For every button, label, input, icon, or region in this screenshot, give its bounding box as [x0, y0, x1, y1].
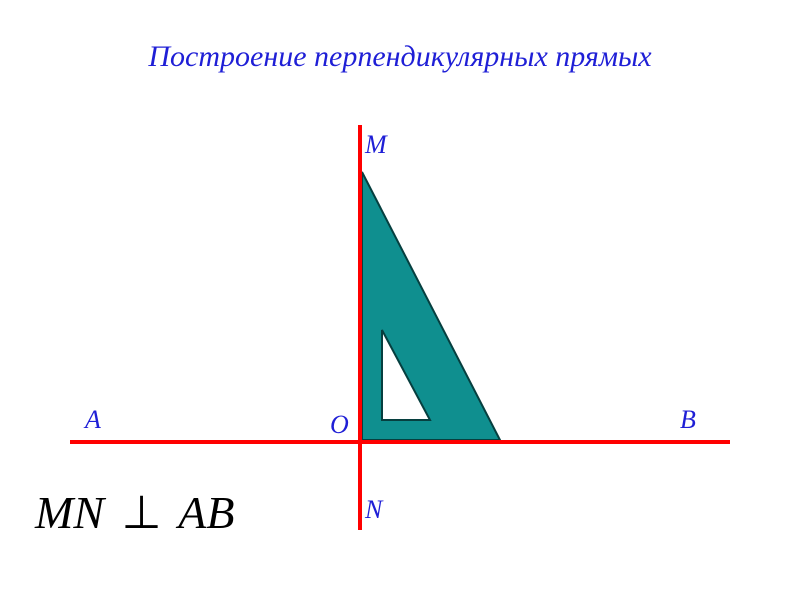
- formula-perpendicular: MN ⊥ AB: [35, 485, 234, 539]
- label-M: M: [365, 130, 387, 160]
- label-N: N: [365, 495, 382, 525]
- formula-right: AB: [178, 487, 234, 538]
- label-O: O: [330, 410, 349, 440]
- label-B: B: [680, 405, 696, 435]
- perp-symbol: ⊥: [116, 487, 168, 538]
- label-A: A: [85, 405, 101, 435]
- formula-left: MN: [35, 487, 104, 538]
